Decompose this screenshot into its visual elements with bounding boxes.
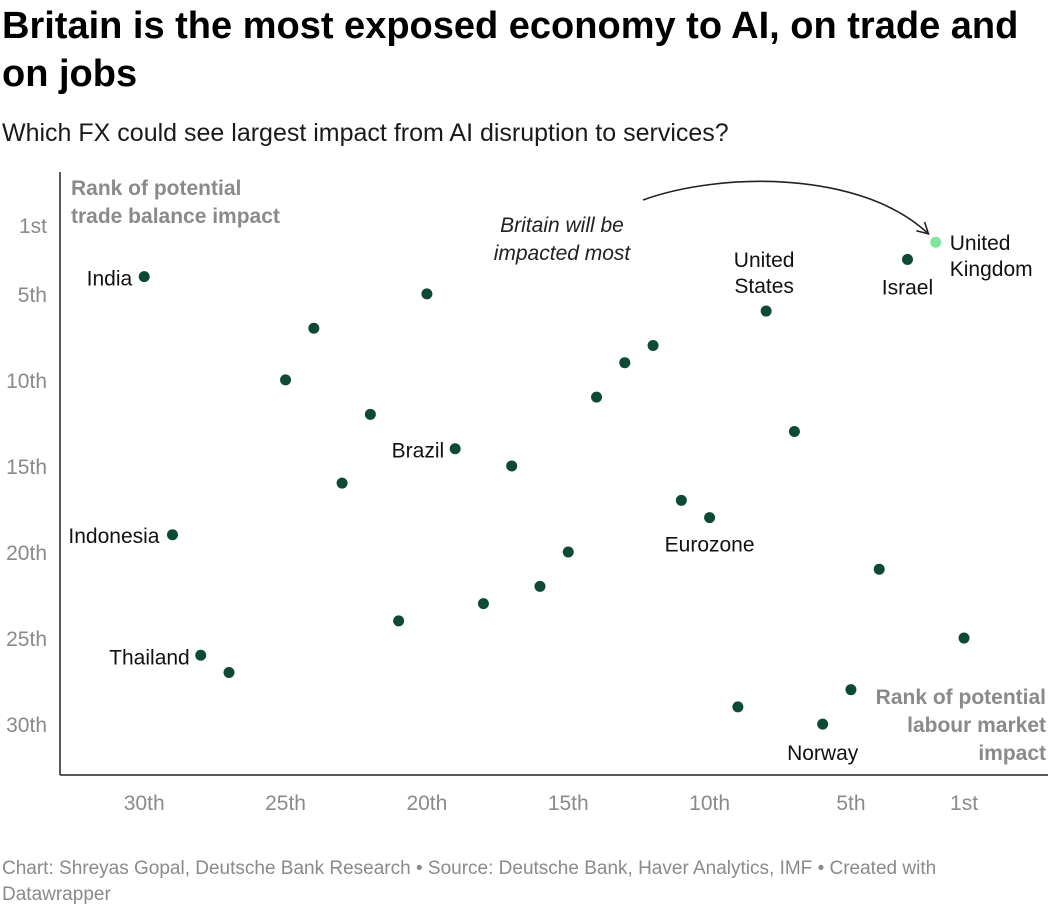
point-unlabeled (958, 632, 970, 644)
point-unlabeled (223, 666, 235, 678)
y-tick-label: 15th (6, 456, 47, 479)
point-indonesia (166, 529, 178, 541)
point-brazil (449, 443, 461, 455)
point-unlabeled (619, 357, 631, 369)
point-unlabeled (364, 408, 376, 420)
point-unlabeled (647, 339, 659, 351)
x-tick-label: 1st (950, 792, 978, 815)
annotation-arrow (642, 180, 930, 236)
x-tick-label: 15th (548, 792, 589, 815)
point-israel (901, 253, 913, 265)
label-united-states: United States (734, 249, 795, 298)
y-tick-label: 10th (6, 370, 47, 393)
point-unlabeled (562, 546, 574, 558)
point-united-kingdom (930, 236, 942, 248)
point-thailand (195, 649, 207, 661)
label-indonesia: Indonesia (68, 525, 159, 548)
point-unlabeled (534, 580, 546, 592)
label-thailand: Thailand (109, 646, 190, 669)
label-brazil: Brazil (392, 440, 445, 463)
point-unlabeled (477, 598, 489, 610)
point-unlabeled (788, 426, 800, 438)
x-tick-label: 20th (406, 792, 447, 815)
point-unlabeled (308, 322, 320, 334)
x-tick-label: 30th (124, 792, 165, 815)
y-tick-label: 5th (18, 284, 47, 307)
point-unlabeled (506, 460, 518, 472)
label-india: India (87, 268, 133, 291)
y-axis-title: Rank of potential trade balance impact (71, 177, 280, 228)
label-eurozone: Eurozone (665, 534, 755, 557)
chart-title: Britain is the most exposed economy to A… (2, 5, 1019, 95)
y-tick-label: 30th (6, 714, 47, 737)
chart-subtitle: Which FX could see largest impact from A… (2, 119, 729, 147)
y-tick-label: 1st (19, 215, 47, 238)
point-unlabeled (280, 374, 292, 386)
label-israel: Israel (882, 276, 933, 299)
point-unlabeled (732, 701, 744, 713)
x-tick-label: 5th (836, 792, 865, 815)
point-united-states (760, 305, 772, 317)
point-unlabeled (845, 684, 857, 696)
point-unlabeled (336, 477, 348, 489)
annotation-text: Britain will be impacted most (494, 214, 632, 265)
point-unlabeled (393, 615, 405, 627)
label-united-kingdom: United Kingdom (950, 232, 1033, 281)
point-unlabeled (591, 391, 603, 403)
x-tick-label: 10th (689, 792, 730, 815)
y-tick-label: 20th (6, 542, 47, 565)
label-norway: Norway (787, 742, 859, 765)
point-norway (817, 718, 829, 730)
y-tick-label: 25th (6, 628, 47, 651)
point-eurozone (704, 512, 716, 524)
point-india (138, 271, 150, 283)
x-axis-title: Rank of potential labour market impact (876, 686, 1046, 765)
point-unlabeled (675, 494, 687, 506)
point-unlabeled (421, 288, 433, 300)
x-tick-label: 25th (265, 792, 306, 815)
scatter-chart: 1st 5th 10th 15th 20th 25th 30th 30th 25th 20th 15… (6, 172, 1048, 815)
source-credit: Chart: Shreyas Gopal, Deutsche Bank Rese… (2, 858, 937, 905)
point-unlabeled (873, 563, 885, 575)
